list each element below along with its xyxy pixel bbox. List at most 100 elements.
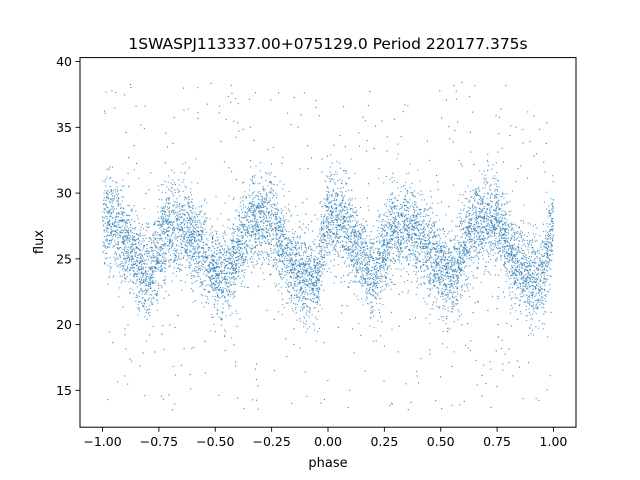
data-point bbox=[519, 250, 521, 252]
data-point bbox=[250, 261, 253, 263]
data-point bbox=[299, 263, 301, 265]
data-point bbox=[541, 240, 544, 242]
data-point bbox=[136, 260, 138, 262]
data-point bbox=[256, 195, 259, 197]
data-point bbox=[245, 196, 247, 198]
data-point bbox=[458, 225, 460, 227]
data-point bbox=[479, 228, 481, 231]
data-point bbox=[102, 251, 104, 254]
data-point bbox=[551, 245, 553, 247]
data-point bbox=[270, 205, 272, 207]
data-point bbox=[346, 233, 348, 236]
data-point bbox=[526, 266, 528, 268]
data-point bbox=[292, 263, 295, 265]
data-point bbox=[111, 226, 113, 228]
data-point bbox=[476, 216, 478, 218]
data-point bbox=[336, 231, 338, 233]
data-point bbox=[320, 216, 322, 218]
data-point bbox=[252, 215, 254, 217]
data-point bbox=[548, 212, 550, 214]
data-point bbox=[272, 194, 275, 197]
data-point bbox=[169, 324, 171, 326]
data-point bbox=[260, 210, 262, 212]
data-point bbox=[250, 223, 252, 225]
data-point bbox=[181, 264, 183, 266]
data-point bbox=[257, 255, 259, 257]
data-point bbox=[523, 270, 525, 272]
data-point bbox=[281, 241, 283, 243]
data-point bbox=[481, 246, 483, 248]
data-point bbox=[380, 278, 382, 280]
data-point bbox=[232, 239, 234, 241]
data-point bbox=[383, 249, 385, 251]
data-point bbox=[487, 202, 489, 205]
data-point bbox=[448, 206, 450, 208]
data-point bbox=[201, 247, 203, 249]
data-point bbox=[231, 263, 233, 265]
data-point bbox=[147, 251, 149, 253]
data-point bbox=[338, 203, 340, 205]
data-point bbox=[333, 228, 335, 230]
data-point bbox=[335, 226, 337, 228]
data-point bbox=[174, 327, 176, 329]
data-point bbox=[406, 242, 408, 244]
data-point bbox=[390, 219, 392, 221]
data-point bbox=[400, 275, 402, 277]
data-point bbox=[429, 159, 431, 161]
data-point bbox=[236, 325, 238, 327]
data-point bbox=[357, 235, 360, 237]
data-point bbox=[445, 242, 447, 244]
data-point bbox=[520, 262, 522, 264]
data-point bbox=[211, 258, 213, 261]
data-point bbox=[155, 256, 157, 258]
data-point bbox=[350, 241, 352, 243]
data-point bbox=[520, 272, 522, 274]
data-point bbox=[151, 246, 153, 249]
data-point bbox=[338, 229, 340, 231]
data-point bbox=[480, 216, 482, 218]
data-point bbox=[526, 262, 528, 265]
data-point bbox=[164, 216, 167, 218]
data-point bbox=[357, 281, 359, 283]
data-point bbox=[156, 242, 159, 244]
data-point bbox=[153, 224, 155, 226]
data-point bbox=[229, 263, 231, 265]
data-point bbox=[276, 208, 278, 210]
data-point bbox=[114, 188, 116, 190]
data-point bbox=[378, 258, 380, 260]
data-point bbox=[184, 231, 186, 233]
data-point bbox=[400, 213, 402, 215]
data-point bbox=[427, 224, 429, 227]
data-point bbox=[542, 282, 544, 284]
data-point bbox=[181, 227, 183, 229]
data-point bbox=[409, 253, 411, 255]
data-point bbox=[504, 217, 506, 219]
data-point bbox=[135, 240, 137, 242]
data-point bbox=[509, 245, 511, 248]
data-point bbox=[398, 293, 400, 295]
data-point bbox=[182, 228, 184, 230]
data-point bbox=[345, 241, 347, 243]
data-point bbox=[347, 249, 349, 251]
data-point bbox=[164, 267, 166, 270]
data-point bbox=[517, 232, 519, 235]
data-point bbox=[211, 260, 213, 262]
data-point bbox=[228, 167, 230, 169]
data-point bbox=[268, 232, 271, 234]
data-point bbox=[278, 239, 280, 241]
data-point bbox=[445, 236, 447, 238]
data-point bbox=[397, 221, 399, 223]
data-point bbox=[109, 219, 111, 221]
data-point bbox=[533, 269, 535, 271]
data-point bbox=[374, 279, 376, 281]
data-point bbox=[145, 192, 147, 195]
data-point bbox=[413, 210, 415, 212]
data-point bbox=[356, 258, 358, 260]
data-point bbox=[411, 229, 413, 231]
data-point bbox=[257, 229, 259, 231]
data-point bbox=[151, 276, 153, 278]
data-point bbox=[191, 243, 193, 245]
data-point bbox=[282, 233, 284, 235]
data-point bbox=[546, 191, 548, 193]
data-point bbox=[517, 286, 519, 289]
